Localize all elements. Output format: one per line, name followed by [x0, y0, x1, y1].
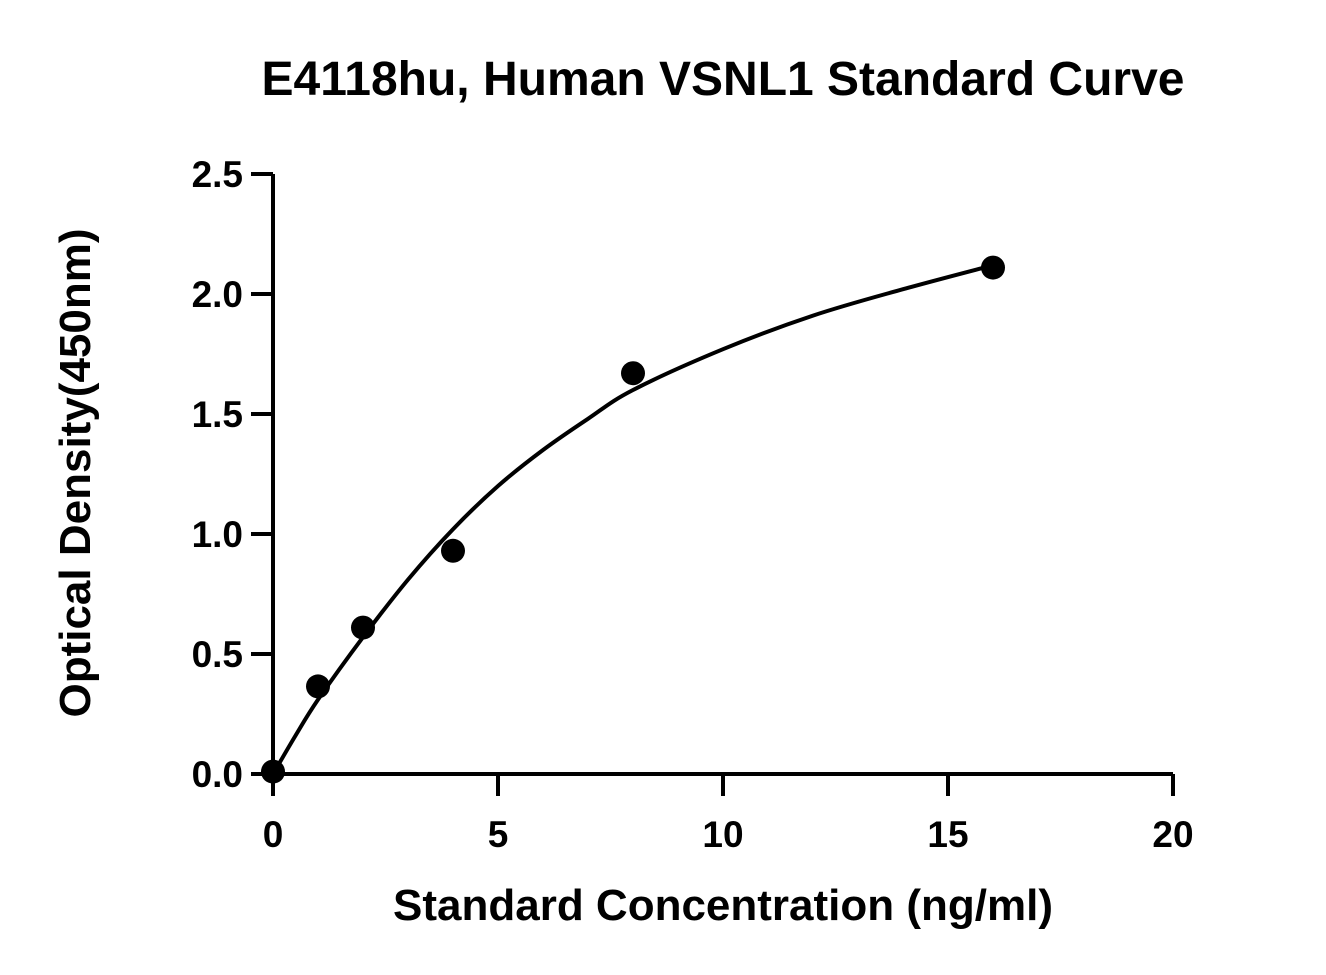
- data-points-layer: [261, 255, 1005, 784]
- chart-title: E4118hu, Human VSNL1 Standard Curve: [262, 53, 1185, 106]
- data-point: [621, 361, 645, 386]
- y-tick-label: 0.0: [192, 754, 243, 795]
- data-point: [261, 759, 285, 784]
- fit-curve-line: [271, 263, 994, 776]
- data-point: [981, 255, 1005, 280]
- x-tick-label: 10: [702, 814, 743, 855]
- x-tick-label: 0: [263, 814, 284, 855]
- y-axis: 0.0 0.5 1.0 1.5 2.0 2.5: [192, 154, 275, 795]
- data-point: [441, 538, 465, 563]
- y-tick-label: 0.5: [192, 634, 243, 675]
- x-axis: 0 5 10 15 20: [263, 772, 1194, 855]
- y-tick-label: 1.5: [192, 394, 243, 435]
- data-point: [351, 615, 375, 640]
- data-point: [306, 674, 330, 699]
- x-tick-label: 5: [488, 814, 509, 855]
- y-tick-label: 1.0: [192, 514, 243, 555]
- y-tick-label: 2.0: [192, 274, 243, 315]
- y-tick-label: 2.5: [192, 154, 243, 195]
- x-tick-label: 20: [1152, 814, 1193, 855]
- x-axis-label: Standard Concentration (ng/ml): [393, 881, 1053, 930]
- x-tick-label: 15: [927, 814, 968, 855]
- fit-curve-layer: [271, 263, 994, 776]
- y-axis-label: Optical Density(450nm): [51, 228, 100, 717]
